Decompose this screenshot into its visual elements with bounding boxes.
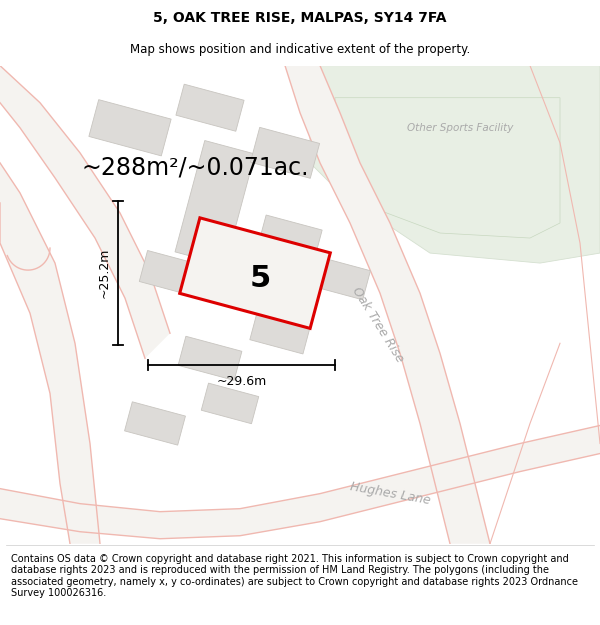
Text: Contains OS data © Crown copyright and database right 2021. This information is : Contains OS data © Crown copyright and d…	[11, 554, 578, 598]
Polygon shape	[258, 215, 322, 261]
Polygon shape	[0, 66, 170, 358]
Polygon shape	[201, 383, 259, 424]
Text: 5, OAK TREE RISE, MALPAS, SY14 7FA: 5, OAK TREE RISE, MALPAS, SY14 7FA	[153, 11, 447, 26]
Text: ~29.6m: ~29.6m	[217, 375, 266, 388]
Text: Hughes Lane: Hughes Lane	[349, 480, 431, 507]
Polygon shape	[139, 251, 201, 296]
Polygon shape	[180, 218, 330, 328]
Polygon shape	[178, 336, 242, 381]
Polygon shape	[250, 312, 310, 354]
Polygon shape	[0, 163, 100, 544]
Polygon shape	[125, 402, 185, 445]
Polygon shape	[335, 98, 560, 238]
Text: 5: 5	[250, 264, 271, 292]
Text: ~25.2m: ~25.2m	[97, 248, 110, 298]
Text: ~288m²/~0.071ac.: ~288m²/~0.071ac.	[81, 156, 309, 180]
Polygon shape	[310, 66, 600, 263]
Polygon shape	[175, 141, 255, 266]
Polygon shape	[310, 256, 370, 300]
Polygon shape	[285, 66, 490, 544]
Text: Other Sports Facility: Other Sports Facility	[407, 122, 513, 132]
Text: Oak Tree Rise: Oak Tree Rise	[350, 285, 406, 365]
Polygon shape	[0, 426, 600, 539]
Polygon shape	[250, 127, 320, 178]
Polygon shape	[89, 99, 171, 156]
Polygon shape	[176, 84, 244, 131]
Text: Map shows position and indicative extent of the property.: Map shows position and indicative extent…	[130, 42, 470, 56]
